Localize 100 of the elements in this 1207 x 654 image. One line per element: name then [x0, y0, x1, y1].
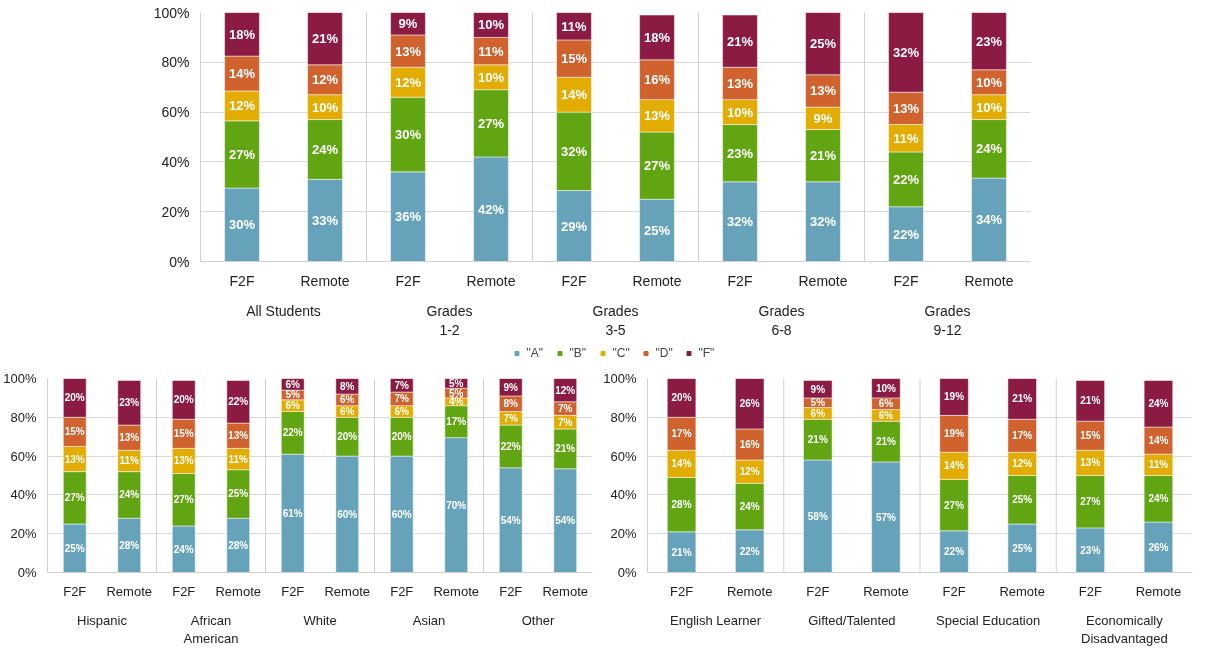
data-label: 24% — [1148, 398, 1169, 410]
x-tick-label: F2F — [499, 583, 523, 599]
x-tick-label: Remote — [300, 272, 350, 289]
data-label: 15% — [1080, 430, 1101, 442]
legend-label: "F" — [698, 346, 716, 360]
data-label: 17% — [671, 428, 692, 440]
x-tick-label: Remote — [542, 583, 589, 599]
data-label: 26% — [739, 398, 760, 410]
x-tick-label: Remote — [863, 583, 909, 599]
data-label: 22% — [739, 545, 760, 557]
text: Grades 1-2 — [426, 302, 473, 338]
data-label: 36% — [394, 209, 422, 225]
data-label: 21% — [809, 148, 837, 164]
data-label: 8% — [503, 398, 519, 410]
data-label: 21% — [1012, 393, 1033, 405]
data-label: 11% — [228, 453, 249, 465]
data-label: 32% — [892, 44, 920, 60]
data-label: 7% — [394, 393, 410, 405]
data-label: 29% — [560, 218, 588, 234]
data-label: 58% — [807, 510, 828, 522]
data-label: 27% — [64, 492, 85, 504]
data-label: 12% — [1012, 458, 1033, 470]
text: Hispanic — [77, 612, 128, 628]
data-label: 5% — [810, 397, 826, 409]
y-tick-label: 40% — [610, 487, 637, 503]
data-label: 6% — [340, 394, 355, 406]
data-label: 12% — [555, 384, 576, 396]
data-label: 27% — [173, 494, 194, 506]
data-label: 23% — [975, 33, 1003, 49]
data-label: 27% — [477, 115, 505, 131]
data-label: 5% — [449, 377, 464, 389]
data-label: 10% — [477, 17, 505, 33]
data-label: 15% — [64, 426, 85, 438]
data-label: 21% — [311, 31, 339, 47]
data-label: 23% — [119, 397, 140, 409]
x-tick-label: F2F — [1078, 583, 1102, 599]
text: Economically Disadvantaged — [1081, 612, 1168, 646]
data-label: 13% — [228, 430, 249, 442]
data-label: 19% — [944, 428, 965, 440]
x-tick-label: F2F — [806, 583, 830, 599]
x-tick-label: F2F — [727, 272, 753, 289]
y-tick-label: 0% — [17, 565, 37, 580]
text: Special Education — [936, 612, 1041, 628]
data-label: 14% — [671, 458, 692, 470]
x-tick-label: F2F — [172, 583, 196, 599]
x-tick-label: F2F — [561, 272, 587, 289]
legend-label: "D" — [655, 346, 674, 360]
data-label: 10% — [311, 99, 339, 115]
data-label: 13% — [64, 453, 85, 465]
data-label: 7% — [558, 416, 573, 428]
data-label: 9% — [503, 381, 519, 393]
data-label: 57% — [875, 511, 897, 523]
data-label: 6% — [285, 378, 301, 390]
data-label: 60% — [337, 508, 358, 520]
data-label: 6% — [810, 407, 826, 419]
y-tick-label: 20% — [10, 526, 37, 542]
data-label: 22% — [500, 440, 521, 452]
data-label: 22% — [892, 171, 920, 187]
x-tick-label: Remote — [964, 272, 1014, 289]
data-label: 5% — [449, 387, 464, 399]
data-label: 14% — [560, 87, 588, 103]
data-label: 54% — [500, 514, 521, 526]
y-tick-label: 100% — [3, 371, 37, 386]
data-label: 5% — [285, 389, 301, 401]
data-label: 25% — [1012, 494, 1033, 506]
data-label: 10% — [477, 69, 505, 85]
x-tick-label: F2F — [63, 583, 87, 599]
y-tick-label: 60% — [10, 448, 37, 464]
data-label: 16% — [643, 72, 671, 88]
data-label: 13% — [173, 455, 194, 467]
data-label: 16% — [739, 438, 760, 450]
data-label: 10% — [875, 382, 897, 394]
data-label: 22% — [228, 396, 249, 408]
y-tick-label: 40% — [10, 487, 37, 503]
data-label: 24% — [173, 543, 194, 555]
x-tick-label: F2F — [229, 272, 255, 289]
data-label: 6% — [394, 405, 410, 417]
data-label: 11% — [561, 18, 588, 34]
y-tick-label: 60% — [161, 104, 190, 121]
legend-label: "A" — [526, 346, 545, 360]
data-label: 32% — [809, 214, 837, 230]
data-label: 20% — [671, 392, 692, 404]
data-label: 24% — [975, 141, 1003, 157]
data-label: 24% — [119, 489, 140, 501]
data-label: 25% — [643, 222, 671, 238]
data-label: 27% — [944, 499, 965, 511]
data-label: 15% — [560, 51, 588, 67]
x-tick-label: F2F — [893, 272, 919, 289]
data-label: 12% — [228, 98, 256, 114]
x-tick-label: F2F — [942, 583, 966, 599]
text: Grades 3-5 — [592, 302, 639, 338]
text: Other — [521, 612, 555, 628]
x-tick-label: Remote — [433, 583, 480, 599]
y-tick-label: 80% — [610, 409, 637, 425]
data-label: 19% — [944, 391, 965, 403]
x-tick-label: Remote — [1135, 583, 1182, 599]
data-label: 23% — [726, 145, 754, 161]
data-label: 21% — [1080, 395, 1101, 407]
y-tick-label: 80% — [161, 54, 190, 71]
data-label: 24% — [1148, 493, 1169, 505]
